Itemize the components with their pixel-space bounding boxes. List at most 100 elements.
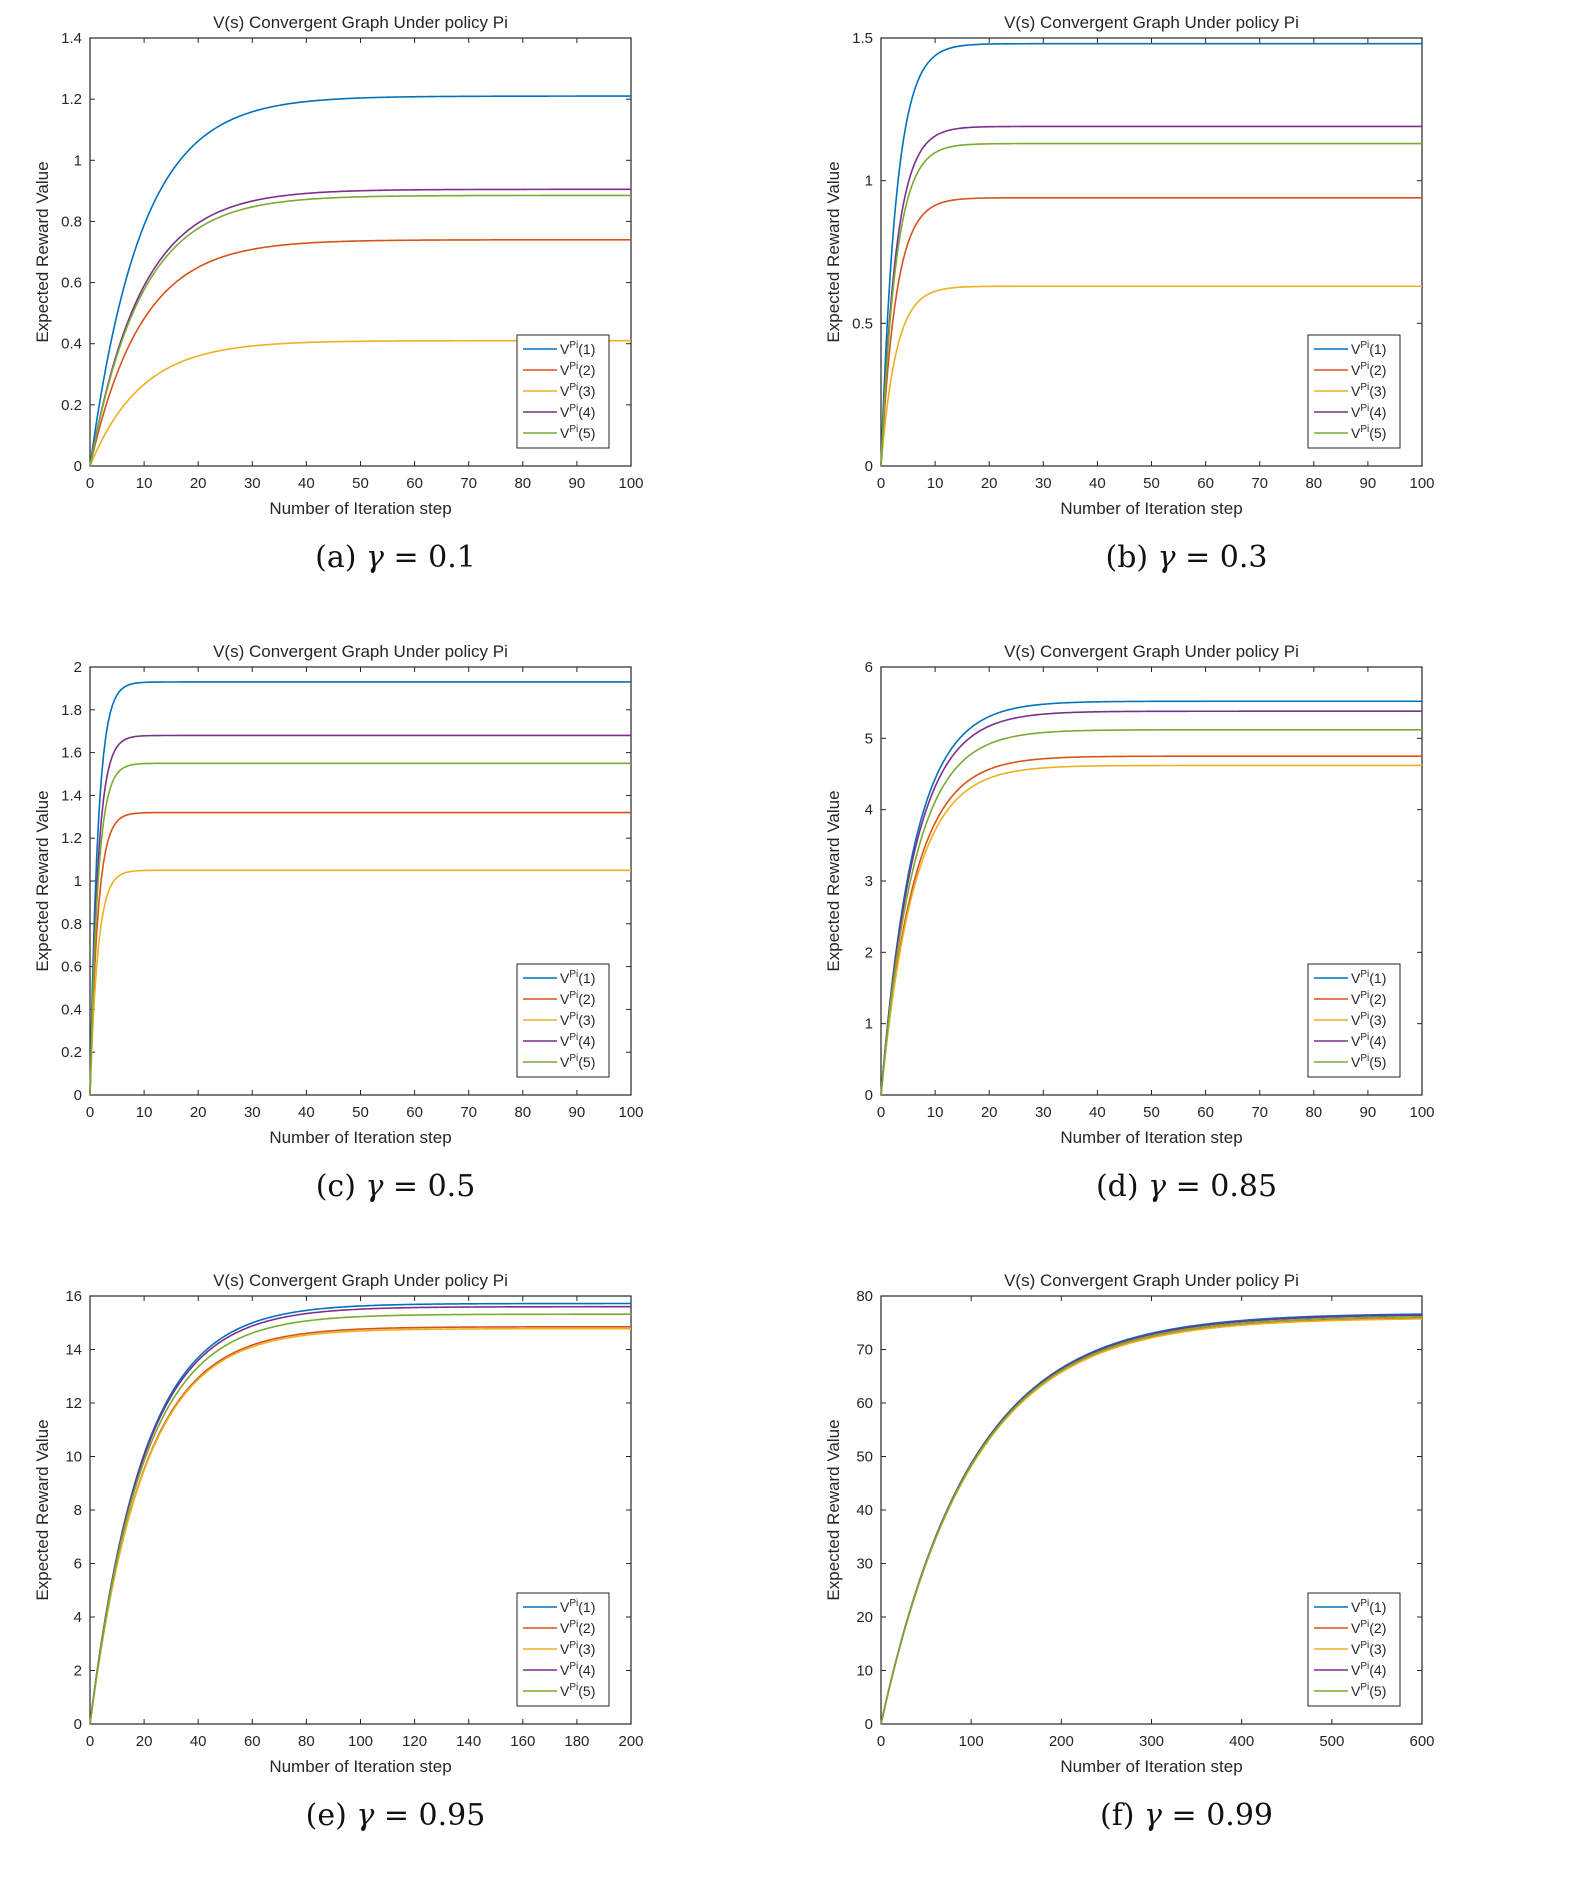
x-tick-label: 40 — [190, 1733, 207, 1750]
chart-svg: V(s) Convergent Graph Under policy Pi0 10… — [824, 642, 1435, 1147]
x-tick-label: 60 — [1197, 1104, 1214, 1121]
x-tick-label: 40 — [298, 1104, 315, 1121]
caption-symbol: γ — [365, 540, 384, 575]
legend-entry: VPi(4) — [560, 1661, 595, 1678]
x-tick-label: 30 — [1035, 475, 1052, 492]
x-tick-label: 100 — [1409, 475, 1434, 492]
x-tick-label: 50 — [1143, 475, 1160, 492]
x-tick-label: 90 — [569, 1104, 586, 1121]
y-tick-label: 2 — [74, 659, 82, 676]
legend-entry: VPi(1) — [1351, 969, 1386, 986]
x-axis-label: Number of Iteration step — [269, 499, 451, 518]
y-tick-label: 10 — [856, 1663, 873, 1680]
x-tick-label: 80 — [298, 1733, 315, 1750]
x-tick-label: 600 — [1409, 1733, 1434, 1750]
figure-caption: (f) γ = 0.99 — [791, 1798, 1582, 1833]
series-line — [89, 188, 631, 467]
legend-entry: VPi(2) — [1351, 1619, 1386, 1636]
y-tick-label: 0 — [865, 458, 873, 475]
x-tick-label: 0 — [877, 1104, 885, 1121]
x-tick-label: 100 — [959, 1733, 984, 1750]
chart-svg: V(s) Convergent Graph Under policy Pi 0 10… — [824, 1271, 1435, 1776]
series-line — [880, 728, 1422, 1096]
y-tick-label: 1.2 — [61, 830, 82, 847]
y-tick-label: 1 — [865, 1016, 873, 1033]
legend-entry: VPi(4) — [560, 403, 595, 420]
caption-value: = 0.99 — [1161, 1798, 1273, 1833]
series-line — [880, 142, 1422, 467]
x-axis-label: Number of Iteration step — [1060, 499, 1242, 518]
x-tick-label: 10 — [136, 475, 153, 492]
series-line — [89, 1325, 631, 1725]
legend-entry: VPi(2) — [1351, 990, 1386, 1007]
x-axis-label: Number of Iteration step — [269, 1128, 451, 1147]
series-line — [880, 755, 1422, 1096]
y-tick-label: 5 — [865, 730, 873, 747]
legend-entry: VPi(4) — [1351, 1032, 1386, 1049]
x-tick-label: 90 — [569, 475, 586, 492]
y-tick-label: 6 — [74, 1556, 82, 1573]
y-tick-label: 1.8 — [61, 702, 82, 719]
x-tick-label: 400 — [1229, 1733, 1254, 1750]
y-tick-label: 0.8 — [61, 916, 82, 933]
legend-entry: VPi(5) — [1351, 424, 1386, 441]
caption-symbol: γ — [365, 1169, 384, 1204]
x-tick-label: 30 — [244, 475, 261, 492]
x-tick-label: 60 — [406, 1104, 423, 1121]
x-tick-label: 60 — [1197, 475, 1214, 492]
chart-panel: V(s) Convergent Graph Under policy Pi 0 10… — [791, 1258, 1582, 1887]
legend-entry: VPi(5) — [560, 424, 595, 441]
legend-entry: VPi(4) — [1351, 403, 1386, 420]
y-tick-label: 0.5 — [852, 315, 873, 332]
x-axis-label: Number of Iteration step — [269, 1757, 451, 1776]
y-tick-label: 1 — [74, 873, 82, 890]
x-tick-label: 10 — [136, 1104, 153, 1121]
legend-entry: VPi(5) — [560, 1682, 595, 1699]
y-tick-label: 0.6 — [61, 275, 82, 292]
y-tick-label: 2 — [865, 944, 873, 961]
legend-entry: VPi(2) — [560, 361, 595, 378]
x-tick-label: 100 — [618, 475, 643, 492]
legend-entry: VPi(5) — [1351, 1053, 1386, 1070]
series-line — [89, 1327, 631, 1725]
x-tick-label: 300 — [1139, 1733, 1164, 1750]
legend-entry: VPi(1) — [1351, 1598, 1386, 1615]
x-tick-label: 20 — [136, 1733, 153, 1750]
series-line — [89, 194, 631, 467]
y-tick-label: 4 — [74, 1609, 82, 1626]
series-line — [89, 1302, 632, 1725]
chart-title: V(s) Convergent Graph Under policy Pi — [1004, 1271, 1299, 1290]
series-line — [880, 285, 1422, 467]
x-tick-label: 60 — [406, 475, 423, 492]
legend-entry: VPi(2) — [560, 1619, 595, 1636]
x-tick-label: 90 — [1360, 475, 1377, 492]
legend-entry: VPi(1) — [560, 340, 595, 357]
legend-entry: VPi(3) — [560, 382, 595, 399]
x-tick-label: 0 — [86, 475, 94, 492]
caption-value: = 0.5 — [383, 1169, 476, 1204]
series-line — [89, 681, 631, 1096]
y-tick-label: 60 — [856, 1395, 873, 1412]
x-tick-label: 40 — [1089, 475, 1106, 492]
y-axis-label: Expected Reward Value — [33, 161, 52, 342]
legend-entry: VPi(4) — [560, 1032, 595, 1049]
y-tick-label: 0 — [865, 1716, 873, 1733]
chart-panel: V(s) Convergent Graph Under policy Pi 0 10… — [0, 0, 791, 629]
x-tick-label: 80 — [1305, 475, 1322, 492]
x-tick-label: 0 — [877, 475, 885, 492]
legend-entry: VPi(5) — [1351, 1682, 1386, 1699]
series-line — [880, 764, 1422, 1096]
chart-title: V(s) Convergent Graph Under policy Pi — [1004, 642, 1299, 661]
y-tick-label: 0.8 — [61, 213, 82, 230]
chart-panel: V(s) Convergent Graph Under policy Pi 0 10… — [791, 629, 1582, 1258]
caption-value: = 0.95 — [374, 1798, 486, 1833]
legend-entry: VPi(1) — [560, 969, 595, 986]
chart-svg: V(s) Convergent Graph Under policy Pi0 20… — [33, 1271, 644, 1776]
y-tick-label: 0 — [74, 1087, 82, 1104]
x-tick-label: 40 — [1089, 1104, 1106, 1121]
x-tick-label: 70 — [460, 475, 477, 492]
x-tick-label: 60 — [244, 1733, 261, 1750]
x-tick-label: 50 — [352, 1104, 369, 1121]
legend-entry: VPi(3) — [560, 1011, 595, 1028]
y-tick-label: 14 — [65, 1342, 82, 1359]
